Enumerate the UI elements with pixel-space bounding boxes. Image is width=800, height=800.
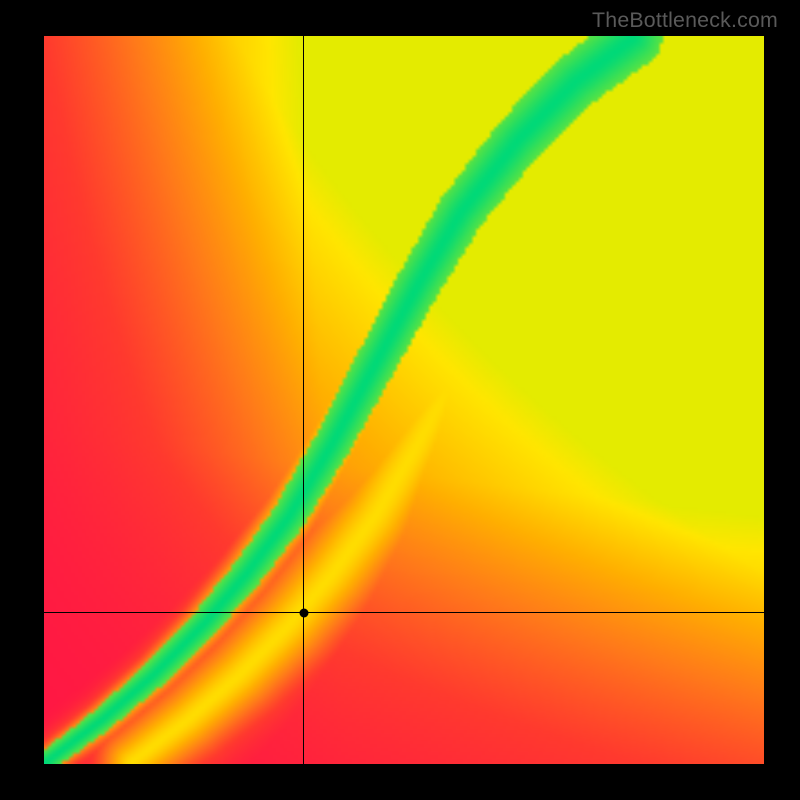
crosshair-marker — [299, 608, 308, 617]
heatmap-canvas — [44, 36, 764, 764]
bottleneck-heatmap — [44, 36, 764, 764]
watermark-text: TheBottleneck.com — [592, 8, 778, 33]
crosshair-vertical — [303, 36, 304, 764]
crosshair-horizontal — [44, 612, 764, 613]
